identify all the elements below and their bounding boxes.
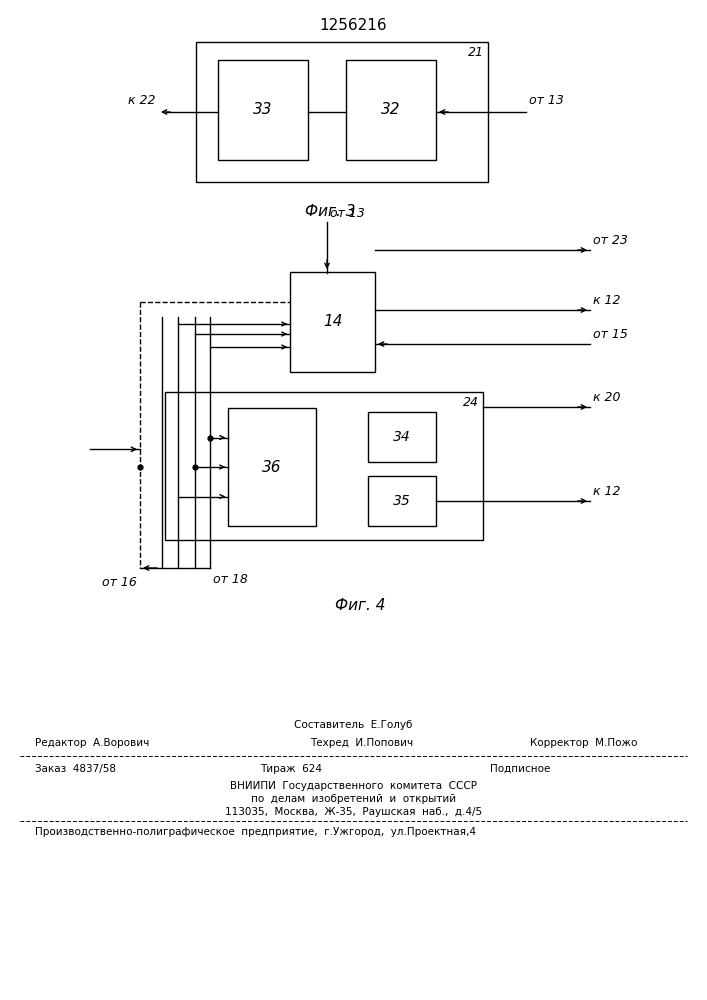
Bar (228, 408, 316, 526)
Text: от 18: от 18 (213, 573, 248, 586)
Text: от 15: от 15 (593, 328, 628, 341)
Text: 1256216: 1256216 (320, 18, 387, 33)
Bar (218, 60, 308, 160)
Text: 113035,  Москва,  Ж-35,  Раушская  наб.,  д.4/5: 113035, Москва, Ж-35, Раушская наб., д.4… (225, 807, 482, 817)
Text: 35: 35 (393, 494, 411, 508)
Text: Производственно-полиграфическое  предприятие,  г.Ужгород,  ул.Проектная,4: Производственно-полиграфическое предприя… (35, 827, 476, 837)
Text: Техред  И.Попович: Техред И.Попович (310, 738, 413, 748)
Text: к 22: к 22 (127, 94, 155, 107)
Text: Корректор  М.Пожо: Корректор М.Пожо (530, 738, 638, 748)
Bar (346, 60, 436, 160)
Text: 32: 32 (381, 103, 401, 117)
Text: к 12: к 12 (593, 485, 621, 498)
Bar (290, 272, 375, 372)
Text: 36: 36 (262, 460, 282, 475)
Text: Редактор  А.Ворович: Редактор А.Ворович (35, 738, 149, 748)
Text: 33: 33 (253, 103, 273, 117)
Text: Подписное: Подписное (490, 764, 550, 774)
Bar (368, 476, 436, 526)
Text: Фиг. 4: Фиг. 4 (334, 598, 385, 613)
Text: по  делам  изобретений  и  открытий: по делам изобретений и открытий (251, 794, 456, 804)
Text: от 23: от 23 (593, 234, 628, 247)
Text: ВНИИПИ  Государственного  комитета  СССР: ВНИИПИ Государственного комитета СССР (230, 781, 477, 791)
Text: Фиг. 3: Фиг. 3 (305, 204, 355, 219)
Text: Тираж  624: Тираж 624 (260, 764, 322, 774)
Text: к 20: к 20 (593, 391, 621, 404)
Bar (196, 42, 488, 182)
Text: к 12: к 12 (593, 294, 621, 307)
Text: Составитель  Е.Голуб: Составитель Е.Голуб (294, 720, 413, 730)
Text: 24: 24 (463, 396, 479, 409)
Text: от 16: от 16 (102, 576, 137, 589)
Bar (368, 412, 436, 462)
Text: 34: 34 (393, 430, 411, 444)
Text: от 13: от 13 (529, 94, 564, 107)
Text: от 13: от 13 (330, 207, 365, 220)
Text: 14: 14 (323, 314, 342, 330)
Text: 21: 21 (468, 46, 484, 59)
Text: Заказ  4837/58: Заказ 4837/58 (35, 764, 116, 774)
Bar (165, 392, 483, 540)
